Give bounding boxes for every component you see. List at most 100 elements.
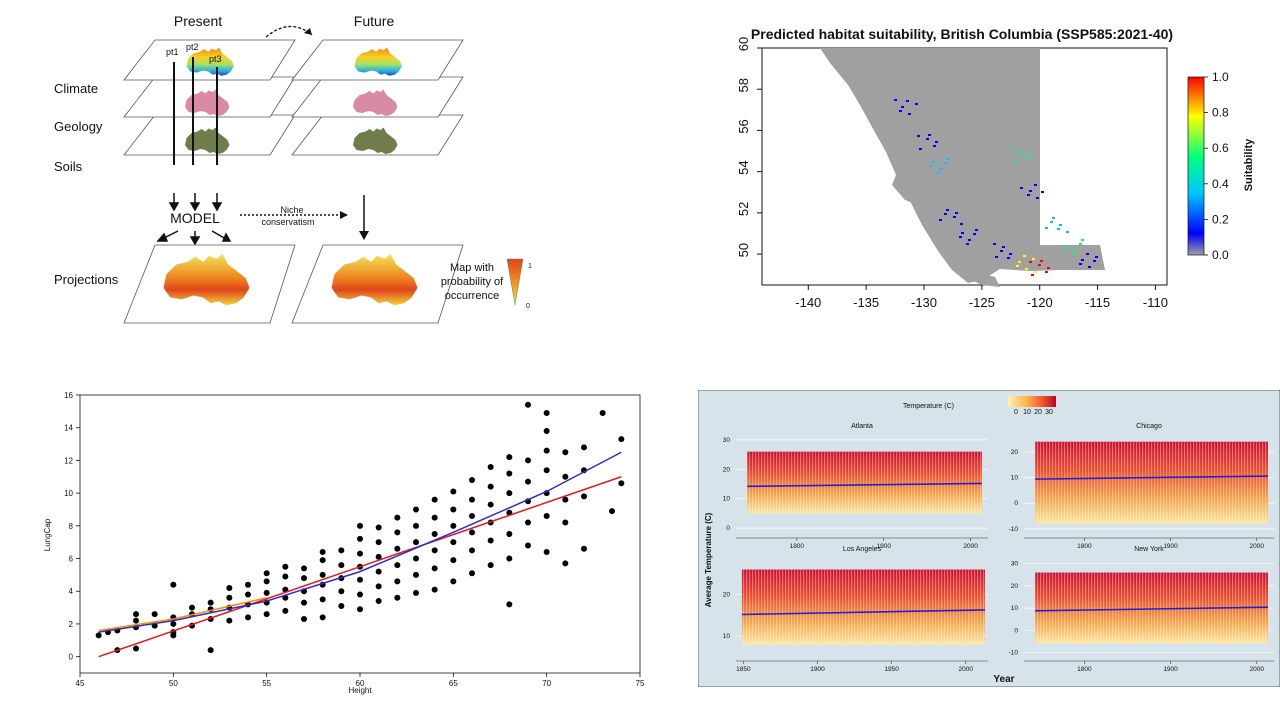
scatter-point [562, 496, 569, 503]
scatter-point [525, 542, 531, 549]
colorbar-tick-label: 0.4 [1212, 177, 1229, 191]
scatter-point [543, 409, 550, 416]
y-tick-label: -10 [1009, 650, 1019, 657]
colorbar-tick-label: 0.6 [1212, 141, 1229, 155]
suitability-cell [1045, 271, 1048, 273]
suitability-cell [1093, 260, 1096, 262]
x-axis-label: Year [993, 674, 1014, 685]
temp-legend-bar [1008, 396, 1056, 407]
temp-panel-2: Chicago -10 0 10 20 1800 1900 2000 [1009, 423, 1274, 550]
x-tick-label: 50 [169, 679, 178, 688]
future-model-arrow-head [359, 231, 369, 240]
scatter-point [487, 501, 494, 508]
suitability-cell [917, 135, 920, 137]
scatter-point [543, 513, 550, 520]
scatter-point [357, 576, 363, 583]
scatter-point [263, 589, 270, 596]
suitability-cell [908, 113, 911, 115]
time-arrow-head [304, 28, 312, 35]
suitability-cell [1009, 253, 1012, 255]
scatter-point [338, 602, 345, 609]
scatter-point [413, 555, 419, 562]
scatter-point [282, 563, 289, 570]
y-tick-label: 10 [64, 489, 73, 498]
y-tick-label: 50 [736, 243, 751, 257]
y-tick-label: 60 [736, 37, 751, 51]
suitability-cell [1041, 191, 1044, 193]
y-tick-label: 20 [1011, 583, 1019, 590]
scatter-point [469, 529, 475, 536]
scatter-point [301, 575, 307, 582]
scatter-point [525, 478, 531, 485]
suitability-cell [993, 243, 996, 245]
scatter-point [413, 522, 419, 529]
y-tick-label: 56 [736, 119, 751, 133]
suitability-cell [1034, 184, 1037, 186]
suitability-cell [966, 243, 969, 245]
suitability-cell [944, 162, 947, 164]
vancouver-island [965, 270, 1000, 287]
suitability-cell [928, 134, 931, 136]
scatter-point [245, 581, 251, 588]
y-tick-label: 0 [726, 525, 730, 532]
y-tick-label: 6 [69, 555, 74, 564]
x-tick-label: -115 [1085, 295, 1110, 310]
suitability-cell [1081, 259, 1084, 261]
suitability-cell [1081, 239, 1084, 241]
x-tick-label: 70 [542, 679, 551, 688]
x-tick-label: 55 [262, 679, 271, 688]
suitability-cell [955, 212, 958, 214]
trend-line [747, 482, 982, 488]
suitability-cell [1072, 253, 1075, 255]
scatter-point [226, 617, 233, 624]
suitability-cell [1059, 224, 1062, 226]
scatter-point [357, 522, 363, 529]
scatter-point [450, 539, 457, 546]
temperature-band-texture [747, 451, 982, 514]
bc-map [820, 48, 1105, 287]
scatter-point [469, 513, 475, 520]
scatter-point [133, 611, 139, 618]
suitability-cell [919, 148, 922, 150]
colorbar-label: Suitability [1243, 138, 1255, 191]
scatter-point [469, 547, 475, 554]
temp-legend-tick: 10 [1023, 409, 1031, 416]
suitability-cell [946, 158, 949, 160]
suitability-cell [1074, 249, 1077, 251]
x-tick-label: 60 [356, 679, 365, 688]
x-tick-label: 2000 [963, 543, 978, 550]
scatter-point [581, 493, 587, 500]
scatter-point [394, 562, 401, 569]
suitability-cell [968, 239, 971, 241]
scatter-point [469, 570, 475, 577]
future-label: Future [354, 13, 395, 29]
scatter-point [319, 548, 326, 555]
scatter-point [394, 514, 401, 521]
haida-gwaii [892, 175, 918, 205]
legend-line-2: probability of [441, 276, 504, 288]
suitability-cell [915, 103, 918, 105]
scatter-point [282, 607, 289, 614]
scatter-point [282, 573, 289, 580]
suitability-cell [995, 256, 998, 258]
panel-title: Chicago [1136, 423, 1162, 430]
niche-model-diagram: Present Future pt1 pt2 pt3 [40, 5, 560, 335]
x-tick-label: 2000 [959, 666, 974, 673]
scatter-point [413, 589, 419, 596]
y-tick-label: 14 [64, 424, 73, 433]
present-stack: pt1 pt2 pt3 [123, 39, 296, 165]
scatter-point [375, 583, 382, 590]
suitability-cell [926, 138, 929, 140]
scatter-point [357, 535, 363, 542]
scatter-point [375, 568, 382, 575]
scatter-point [319, 571, 326, 578]
temp-panel-3: Los Angeles 10 20 1850 1900 1950 2000 [723, 546, 988, 673]
y-tick-label: 0 [1014, 627, 1018, 634]
scatter-point [338, 562, 345, 569]
scatter-point [618, 436, 625, 443]
scatter-point [431, 586, 438, 593]
layer-label-soils: Soils [54, 159, 83, 174]
scatter-point [245, 591, 251, 598]
niche-arrow-head [340, 211, 348, 219]
suitability-cell [930, 165, 933, 167]
